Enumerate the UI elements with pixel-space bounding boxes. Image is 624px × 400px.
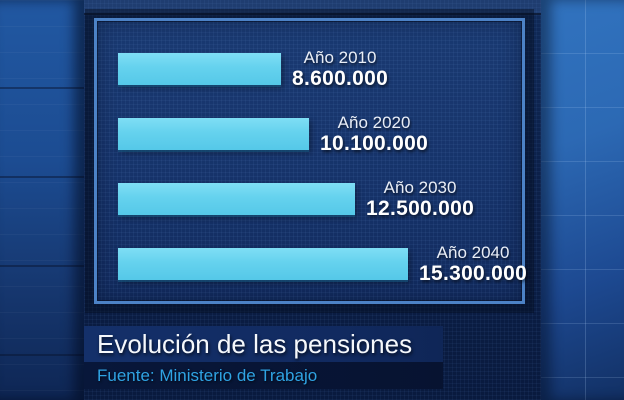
source-attribution: Fuente: Ministerio de Trabajo <box>97 365 318 385</box>
bar-value-label: 10.100.000 <box>320 132 429 155</box>
bar-year-label: Año 2010 <box>303 48 377 67</box>
bar-label-block-2010: Año 2010 8.600.000 <box>292 48 388 90</box>
lower-third-title-band: Evolución de las pensiones <box>84 326 443 362</box>
bar-ano-2040 <box>118 248 408 280</box>
bar-ano-2020 <box>118 118 309 150</box>
pension-bar-chart-panel: Año 2010 8.600.000 Año 2020 10.100.000 A… <box>94 18 527 304</box>
bar-label-block-2020: Año 2020 10.100.000 <box>320 113 428 155</box>
bar-value-label: 8.600.000 <box>292 67 389 90</box>
chart-title: Evolución de las pensiones <box>97 328 413 359</box>
bar-row-2040: Año 2040 15.300.000 <box>118 243 527 285</box>
bar-year-label: Año 2030 <box>383 178 457 197</box>
bar-value-label: 15.300.000 <box>419 262 528 285</box>
bar-value-label: 12.500.000 <box>366 197 475 220</box>
bar-label-block-2040: Año 2040 15.300.000 <box>419 243 527 285</box>
bar-ano-2010 <box>118 53 281 85</box>
background-right-panel <box>541 0 624 400</box>
bar-row-2030: Año 2030 12.500.000 <box>118 178 522 220</box>
lower-third-source-band: Fuente: Ministerio de Trabajo <box>84 362 443 389</box>
background-left-panel <box>0 0 84 400</box>
bar-year-label: Año 2040 <box>436 243 510 262</box>
bar-ano-2030 <box>118 183 355 215</box>
bar-year-label: Año 2020 <box>337 113 411 132</box>
bar-row-2010: Año 2010 8.600.000 <box>118 48 522 90</box>
bar-row-2020: Año 2020 10.100.000 <box>118 113 522 155</box>
bar-label-block-2030: Año 2030 12.500.000 <box>366 178 474 220</box>
background-top-strip <box>84 0 541 15</box>
